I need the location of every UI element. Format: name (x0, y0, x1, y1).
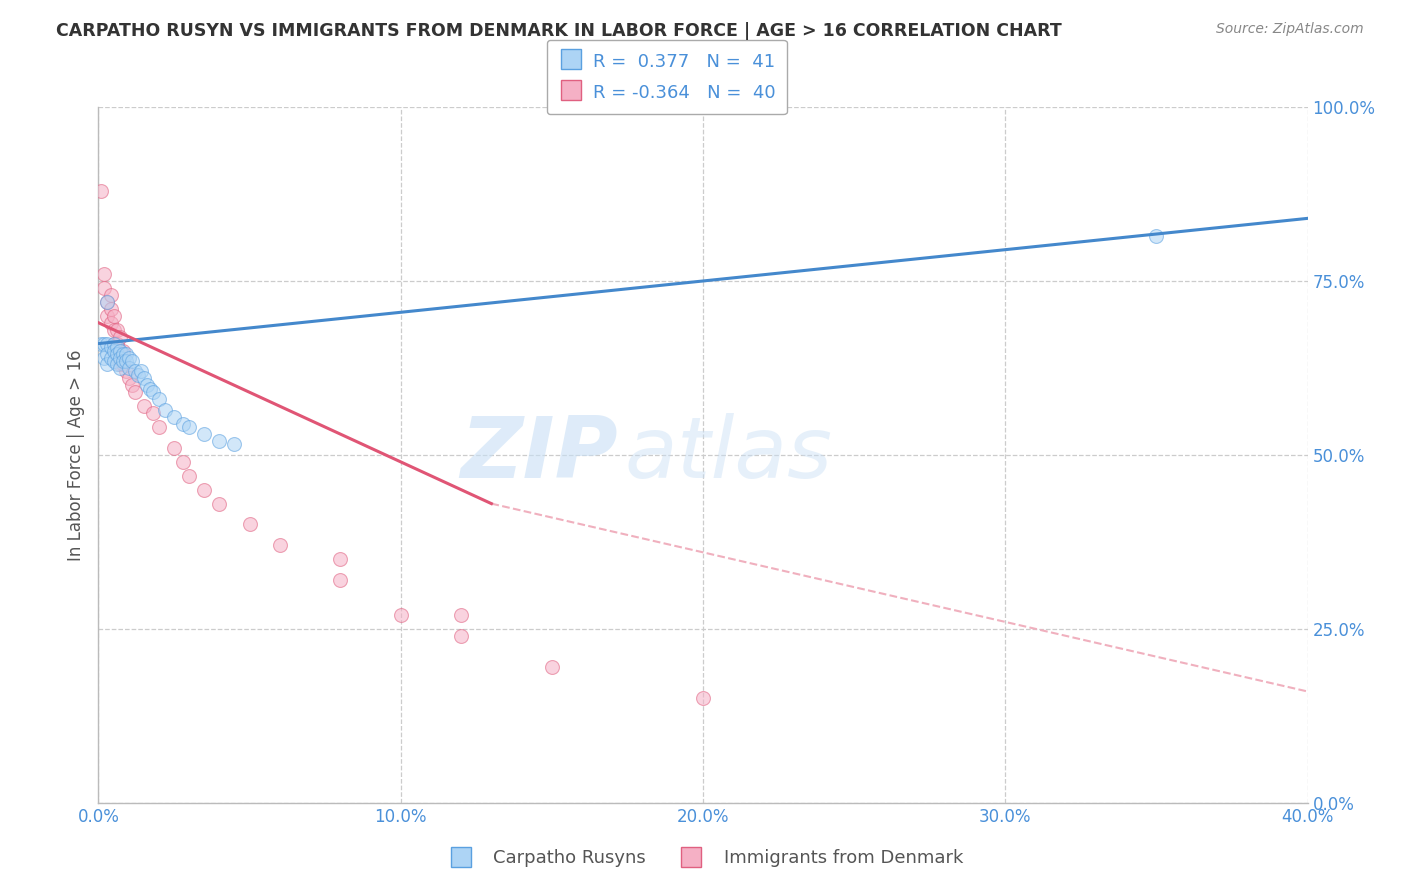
Point (239, 517, 262, 532)
Point (114, 347, 136, 361)
Point (105, 323, 128, 337)
Point (179, 468, 201, 483)
Point (1144, 228, 1167, 243)
Point (118, 360, 141, 375)
Point (179, 420, 201, 434)
Point (111, 347, 134, 361)
Legend: Carpatho Rusyns, Immigrants from Denmark: Carpatho Rusyns, Immigrants from Denmark (436, 842, 970, 874)
Point (90, 336, 112, 351)
Point (93, 351, 115, 365)
Point (108, 351, 131, 365)
Point (93, 267, 115, 281)
Point (103, 336, 125, 351)
Legend: R =  0.377   N =  41, R = -0.364   N =  40: R = 0.377 N = 41, R = -0.364 N = 40 (547, 39, 787, 114)
Point (105, 340, 128, 354)
Point (100, 351, 122, 365)
Point (135, 378, 157, 392)
Point (540, 660, 562, 674)
Point (132, 399, 155, 413)
Point (121, 378, 143, 392)
Point (96, 347, 118, 361)
Point (105, 347, 128, 361)
Point (329, 552, 352, 566)
Text: atlas: atlas (624, 413, 832, 497)
Point (450, 629, 472, 643)
Point (100, 316, 122, 330)
Point (118, 371, 141, 385)
Point (111, 354, 134, 368)
Point (108, 329, 131, 343)
Text: Source: ZipAtlas.com: Source: ZipAtlas.com (1216, 22, 1364, 37)
Point (224, 437, 246, 451)
Point (163, 409, 186, 424)
Point (100, 301, 122, 316)
Point (139, 382, 162, 396)
Point (105, 336, 128, 351)
Point (389, 607, 412, 622)
Point (100, 288, 122, 302)
Point (96, 294, 118, 309)
Point (103, 343, 125, 358)
Point (121, 354, 143, 368)
Text: ZIP: ZIP (461, 413, 619, 497)
Point (142, 385, 165, 400)
Point (103, 354, 125, 368)
Point (153, 402, 176, 417)
Point (193, 483, 215, 497)
Point (142, 406, 165, 420)
Point (111, 343, 134, 358)
Point (269, 538, 291, 552)
Point (96, 336, 118, 351)
Point (96, 358, 118, 372)
Point (148, 392, 170, 407)
Y-axis label: In Labor Force | Age > 16: In Labor Force | Age > 16 (66, 349, 84, 561)
Point (450, 607, 472, 622)
Point (96, 309, 118, 323)
Point (129, 364, 152, 378)
Point (111, 358, 134, 372)
Point (103, 323, 125, 337)
Point (108, 343, 131, 358)
Point (105, 351, 128, 365)
Point (124, 364, 146, 378)
Point (96, 294, 118, 309)
Point (329, 573, 352, 587)
Point (105, 358, 128, 372)
Text: CARPATHO RUSYN VS IMMIGRANTS FROM DENMARK IN LABOR FORCE | AGE > 16 CORRELATION : CARPATHO RUSYN VS IMMIGRANTS FROM DENMAR… (56, 22, 1062, 40)
Point (208, 434, 231, 448)
Point (163, 441, 186, 455)
Point (172, 455, 194, 469)
Point (208, 497, 231, 511)
Point (103, 309, 125, 323)
Point (103, 336, 125, 351)
Point (148, 420, 170, 434)
Point (118, 351, 141, 365)
Point (132, 371, 155, 385)
Point (108, 343, 131, 358)
Point (193, 427, 215, 442)
Point (108, 358, 131, 372)
Point (124, 385, 146, 400)
Point (90, 184, 112, 198)
Point (114, 354, 136, 368)
Point (93, 336, 115, 351)
Point (127, 368, 149, 382)
Point (108, 360, 131, 375)
Point (93, 281, 115, 295)
Point (100, 340, 122, 354)
Point (172, 417, 194, 431)
Point (114, 364, 136, 378)
Point (692, 691, 714, 706)
